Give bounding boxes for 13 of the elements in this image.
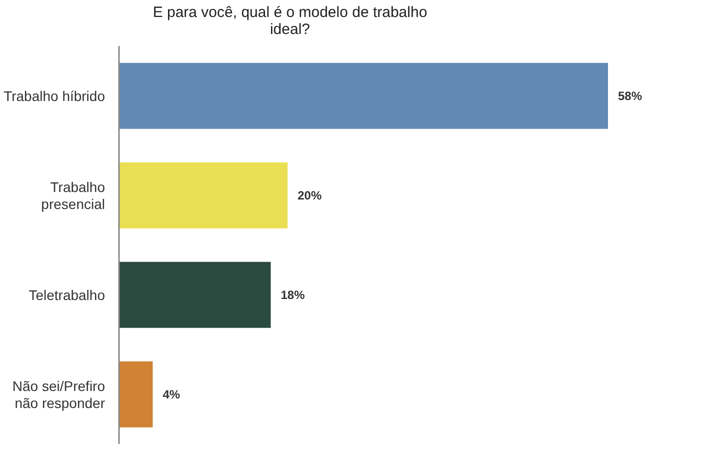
bar: [119, 162, 288, 228]
data-label: 20%: [298, 188, 322, 203]
y-tick-label: Teletrabalho: [28, 286, 106, 303]
bar: [119, 361, 153, 428]
bar: [119, 62, 608, 129]
y-tick-label: Trabalho híbrido: [4, 88, 106, 104]
data-label: 58%: [618, 89, 642, 104]
chart-title: E para você, qual é o modelo de trabalho ideal?: [152, 4, 428, 38]
bar: [119, 262, 271, 328]
data-label: 4%: [162, 388, 180, 402]
data-label: 18%: [280, 288, 306, 302]
y-tick-label: Não sei/Prefiro não responder: [12, 378, 106, 411]
y-tick-label: Trabalho presencial: [41, 178, 106, 212]
